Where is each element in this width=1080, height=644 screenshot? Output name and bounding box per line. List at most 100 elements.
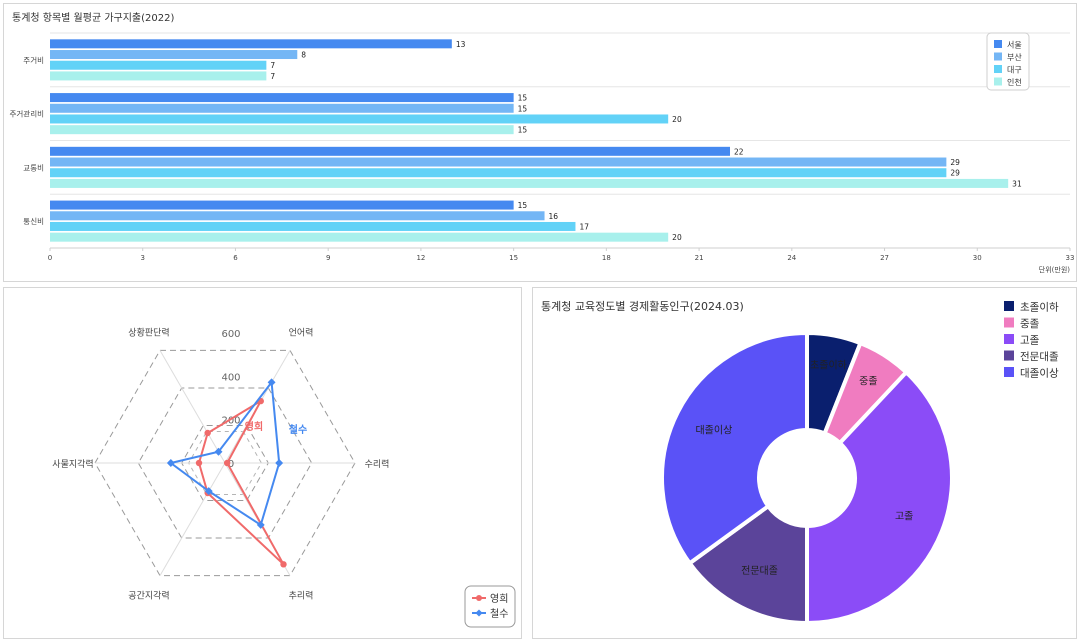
legend-swatch: [994, 77, 1002, 86]
bar-chart-title: 통계청 항목별 월평균 가구지출(2022): [12, 12, 174, 24]
x-tick-label: 30: [973, 254, 982, 262]
donut-slice-label: 전문대졸: [741, 565, 778, 577]
bar: [50, 157, 947, 167]
radar-spoke: [159, 350, 226, 464]
legend-box: [464, 585, 516, 628]
radar-point: [195, 459, 203, 467]
bar-value-label: 29: [950, 158, 960, 167]
radar-tick-label: 200: [221, 416, 240, 427]
bar: [50, 221, 576, 231]
bar: [50, 114, 669, 124]
legend-swatch: [1004, 350, 1014, 361]
bar: [50, 211, 545, 221]
x-tick-label: 27: [880, 254, 889, 262]
radar-spoke: [159, 462, 226, 576]
radar-axis-label: 수리력: [365, 458, 390, 470]
donut-slice: [660, 330, 809, 567]
category-label: 교통비: [23, 163, 44, 172]
bar-chart-panel: 통계청 항목별 월평균 가구지출(2022) 0 3 6 9 12 15 18 21 24 27 3…: [3, 3, 1077, 282]
bar: [50, 71, 267, 81]
x-tick-label: 21: [695, 254, 704, 262]
x-tick-label: 15: [509, 254, 518, 262]
radar-point: [280, 561, 287, 568]
legend-label: 인천: [1007, 77, 1022, 87]
radar-point: [204, 429, 211, 437]
category-label: 통신비: [23, 217, 44, 226]
donut-slice-label: 대졸이상: [695, 425, 732, 437]
legend-label: 전문대졸: [1020, 351, 1059, 363]
category-label: 주거관리비: [10, 109, 45, 119]
donut-slice: [686, 503, 809, 626]
bar-value-label: 22: [734, 147, 744, 156]
donut-slice-label: 중졸: [859, 375, 877, 387]
bar: [50, 168, 947, 178]
radar-axis-label: 상황판단력: [128, 326, 169, 338]
radar-point: [214, 447, 223, 456]
bar: [50, 200, 514, 210]
x-tick-label: 24: [787, 254, 796, 262]
category-label: 주거비: [23, 56, 44, 65]
donut-slice: [805, 369, 954, 626]
legend-marker: [476, 595, 482, 601]
legend-swatch: [1004, 317, 1014, 328]
bar-value-label: 15: [518, 104, 528, 113]
radar-axis-label: 공간지각력: [128, 590, 169, 602]
radar-point: [166, 459, 175, 467]
x-tick-label: 12: [416, 254, 425, 262]
legend-label: 부산: [1007, 52, 1022, 62]
bar-value-label: 15: [518, 126, 528, 135]
legend-label: 대졸이상: [1020, 368, 1059, 380]
x-tick-label: 9: [326, 254, 330, 262]
legend-swatch: [1004, 334, 1014, 344]
donut-chart-title: 통계청 교육정도별 경제활동인구(2024.03): [541, 299, 744, 313]
x-tick-label: 0: [48, 254, 52, 262]
legend-swatch: [994, 52, 1002, 61]
bar: [50, 93, 514, 103]
bar-value-label: 15: [518, 201, 528, 210]
bar: [50, 103, 514, 113]
radar-axis-label: 사물지각력: [52, 458, 93, 470]
bar: [50, 60, 267, 70]
bar-value-label: 8: [301, 51, 306, 60]
radar-tick-label: 600: [221, 329, 240, 340]
radar-chart-panel: 0 200 400 600 언어력 수리력 추리력 공간지각력 사물지각력 상황판단력 영희 철수 영희…: [3, 287, 522, 639]
bar-value-label: 20: [672, 233, 682, 242]
bar-value-label: 16: [549, 212, 559, 221]
legend-swatch: [994, 40, 1002, 48]
bar-value-label: 7: [270, 72, 275, 81]
unit-label: 단위(만원): [1039, 265, 1070, 274]
donut-slice-label: 초졸이하: [810, 359, 847, 372]
bar-value-label: 29: [950, 169, 960, 178]
legend-label: 고졸: [1020, 335, 1040, 347]
legend-marker: [475, 609, 483, 617]
bar-value-label: 13: [456, 40, 466, 49]
bar-value-label: 15: [518, 94, 528, 103]
radar-point: [223, 459, 231, 467]
legend-label: 초졸이하: [1020, 301, 1059, 314]
legend-label: 철수: [490, 608, 508, 620]
legend-label: 영희: [490, 593, 508, 605]
donut-chart-panel: 통계청 교육정도별 경제활동인구(2024.03) 초졸이하 중졸 고졸 전문대졸 대졸…: [532, 287, 1077, 639]
bar: [50, 146, 730, 156]
bar-value-label: 17: [579, 222, 589, 231]
x-tick-label: 18: [602, 254, 611, 262]
bar: [50, 50, 298, 60]
radar-axis-label: 추리력: [289, 590, 314, 602]
bar: [50, 232, 669, 242]
legend-label: 서울: [1007, 41, 1022, 50]
legend-swatch: [1004, 301, 1014, 311]
bar-chart-svg: 통계청 항목별 월평균 가구지출(2022) 0 3 6 9 12 15 18 21 24 27 3…: [10, 12, 1075, 274]
x-tick-label: 3: [140, 254, 144, 262]
legend-swatch: [1004, 367, 1014, 377]
radar-series-label: 영희: [245, 420, 263, 433]
donut-slice-label: 고졸: [895, 510, 913, 522]
radar-tick-label: 0: [228, 459, 234, 470]
bar-value-label: 31: [1012, 179, 1022, 188]
x-tick-label: 33: [1066, 254, 1075, 262]
bar: [50, 125, 514, 135]
legend-label: 중졸: [1020, 318, 1040, 330]
radar-tick-label: 400: [221, 372, 240, 383]
legend-swatch: [994, 65, 1002, 73]
bar-value-label: 20: [672, 115, 682, 124]
